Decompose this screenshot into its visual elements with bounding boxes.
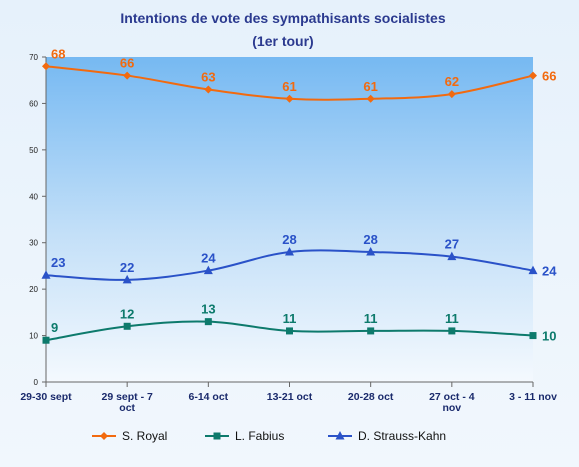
data-point-s-royal: [42, 62, 50, 71]
x-tick-label: 13-21 oct: [267, 391, 313, 403]
data-label-l-fabius: 9: [51, 320, 58, 335]
data-point-d-strauss-kahn: [41, 270, 51, 279]
legend-label: L. Fabius: [235, 429, 284, 443]
data-point-d-strauss-kahn: [528, 265, 538, 275]
data-point-l-fabius: [204, 318, 212, 326]
data-point-l-fabius: [123, 322, 131, 330]
data-label-d-strauss-kahn: 27: [445, 237, 459, 252]
data-point-s-royal: [447, 90, 456, 99]
data-point-d-strauss-kahn: [203, 265, 213, 275]
data-label-d-strauss-kahn: 22: [120, 260, 134, 275]
data-point-l-fabius: [529, 332, 537, 340]
data-label-d-strauss-kahn: 28: [363, 232, 377, 247]
data-point-d-strauss-kahn: [122, 274, 132, 284]
data-label-s-royal: 66: [542, 69, 556, 84]
data-label-s-royal: 68: [51, 46, 65, 61]
y-tick-label: 0: [34, 378, 39, 387]
x-tick-label: 27 oct - 4 nov: [429, 391, 475, 414]
x-tick-label: 6-14 oct: [188, 391, 228, 403]
legend-marker: [213, 432, 221, 440]
data-label-l-fabius: 12: [120, 306, 134, 321]
data-label-d-strauss-kahn: 24: [201, 251, 216, 266]
data-label-s-royal: 61: [282, 79, 296, 94]
data-label-l-fabius: 11: [445, 311, 459, 326]
chart-subtitle: (1er tour): [252, 33, 313, 49]
data-point-l-fabius: [367, 327, 375, 335]
data-label-s-royal: 62: [445, 74, 459, 89]
data-point-d-strauss-kahn: [447, 251, 457, 261]
data-label-l-fabius: 11: [364, 311, 378, 326]
data-label-s-royal: 63: [201, 70, 215, 85]
data-point-s-royal: [204, 85, 213, 94]
x-tick-label: 29 sept - 7 oct: [101, 391, 153, 414]
data-point-s-royal: [123, 71, 132, 80]
series-s-royal: 68 66 63 61 61 62 66: [42, 46, 556, 103]
data-point-l-fabius: [42, 336, 50, 344]
data-point-s-royal: [366, 94, 375, 103]
data-point-s-royal: [529, 71, 537, 80]
data-label-l-fabius: 13: [201, 302, 215, 317]
data-point-d-strauss-kahn: [285, 247, 294, 256]
series-d-strauss-kahn: 23 22 24 28 28 27 24: [41, 232, 557, 284]
legend-item-l-fabius: L. Fabius: [205, 429, 284, 443]
axes: 0 10 20 30 40 50 60 70 29-30 sept 29 sept - 7 oct 6…: [20, 53, 557, 414]
data-label-s-royal: 66: [120, 56, 134, 71]
series-l-fabius: 9 12 13 11 11 11 10: [42, 302, 556, 344]
legend-item-d-strauss-kahn: D. Strauss-Kahn: [328, 429, 446, 443]
chart-title: Intentions de vote des sympathisants soc…: [120, 10, 445, 26]
y-tick-label: 30: [29, 239, 38, 248]
data-label-d-strauss-kahn: 28: [282, 232, 296, 247]
data-point-d-strauss-kahn: [366, 247, 376, 256]
data-label-d-strauss-kahn: 24: [542, 264, 557, 279]
data-label-l-fabius: 11: [283, 311, 297, 326]
legend-label: S. Royal: [122, 429, 167, 443]
data-point-l-fabius: [448, 327, 456, 335]
legend-item-s-royal: S. Royal: [92, 429, 167, 443]
x-tick-label: 3 - 11 nov: [509, 391, 557, 403]
x-tick-label: 29-30 sept: [20, 391, 72, 403]
y-tick-label: 40: [29, 192, 38, 201]
data-point-s-royal: [285, 94, 294, 103]
data-point-l-fabius: [286, 327, 293, 335]
legend-marker: [335, 431, 345, 440]
y-tick-label: 60: [29, 99, 38, 108]
legend-label: D. Strauss-Kahn: [358, 429, 446, 443]
y-tick-label: 10: [29, 332, 38, 341]
x-tick-label: 20-28 oct: [348, 391, 394, 403]
data-label-d-strauss-kahn: 23: [51, 255, 65, 270]
data-label-l-fabius: 10: [542, 329, 556, 344]
y-tick-label: 70: [29, 53, 38, 62]
y-tick-label: 20: [29, 285, 38, 294]
legend: S. Royal L. Fabius D. Strauss-Kahn: [92, 429, 446, 443]
y-tick-label: 50: [29, 146, 38, 155]
legend-marker: [100, 432, 108, 440]
data-label-s-royal: 61: [363, 79, 377, 94]
